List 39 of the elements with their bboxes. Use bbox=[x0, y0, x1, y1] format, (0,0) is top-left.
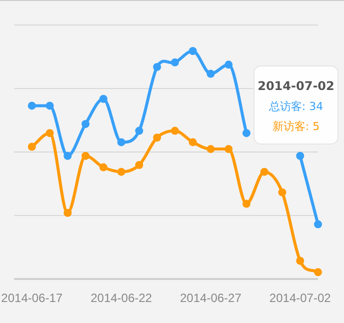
point bbox=[135, 126, 144, 135]
point bbox=[314, 220, 322, 228]
point bbox=[99, 163, 108, 172]
point bbox=[82, 152, 90, 160]
point bbox=[206, 70, 215, 78]
point bbox=[296, 256, 304, 265]
x-tick-label: 2014-06-17 bbox=[1, 291, 63, 305]
point bbox=[153, 134, 162, 142]
point bbox=[188, 138, 197, 146]
point bbox=[64, 208, 72, 217]
annotation: 总访客: 34 bbox=[268, 100, 324, 113]
x-tick-label: 2014-06-22 bbox=[90, 291, 152, 305]
point bbox=[170, 126, 179, 135]
point bbox=[135, 160, 144, 169]
point bbox=[46, 102, 54, 110]
point bbox=[260, 168, 268, 176]
annotation: 新访客: 5 bbox=[272, 120, 320, 133]
point bbox=[206, 145, 215, 154]
point bbox=[242, 129, 250, 138]
point bbox=[278, 188, 286, 196]
x-tick-label: 2014-07-02 bbox=[269, 291, 332, 305]
x-tick-label: 2014-06-27 bbox=[180, 291, 242, 305]
point bbox=[28, 142, 36, 151]
annotation: 2014-07-02 bbox=[258, 79, 334, 93]
point bbox=[28, 102, 36, 110]
point bbox=[224, 145, 233, 154]
point bbox=[46, 129, 54, 138]
point bbox=[99, 94, 108, 103]
point bbox=[188, 46, 197, 55]
point bbox=[170, 58, 179, 66]
point bbox=[117, 138, 126, 146]
point bbox=[314, 268, 322, 276]
point bbox=[296, 152, 304, 160]
point bbox=[82, 120, 90, 128]
point bbox=[224, 60, 233, 69]
point bbox=[64, 152, 72, 160]
point bbox=[153, 62, 162, 71]
point bbox=[117, 168, 126, 176]
point bbox=[242, 200, 250, 208]
